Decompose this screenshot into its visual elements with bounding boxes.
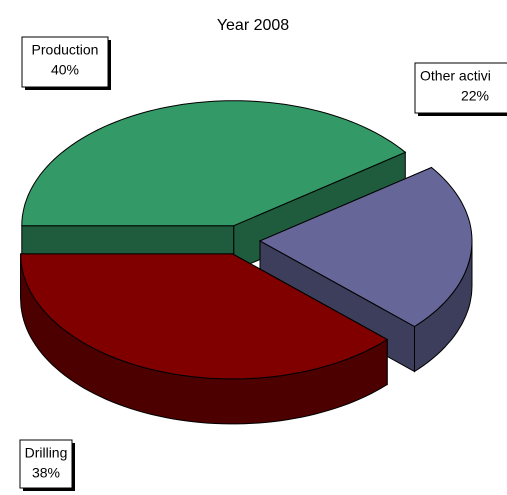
- label-category: Other activi: [420, 68, 491, 84]
- label-box: [19, 439, 73, 489]
- slice: [20, 253, 389, 380]
- label-value: 38%: [32, 465, 60, 481]
- slice: [258, 166, 473, 328]
- label-value: 22%: [461, 88, 489, 104]
- label-box: [21, 36, 109, 88]
- chart-title: Year 2008: [217, 17, 289, 34]
- slice: [21, 100, 407, 227]
- label-value: 40%: [51, 62, 79, 78]
- label-box: [414, 62, 507, 114]
- label-category: Production: [32, 42, 99, 58]
- label-category: Drilling: [25, 445, 68, 461]
